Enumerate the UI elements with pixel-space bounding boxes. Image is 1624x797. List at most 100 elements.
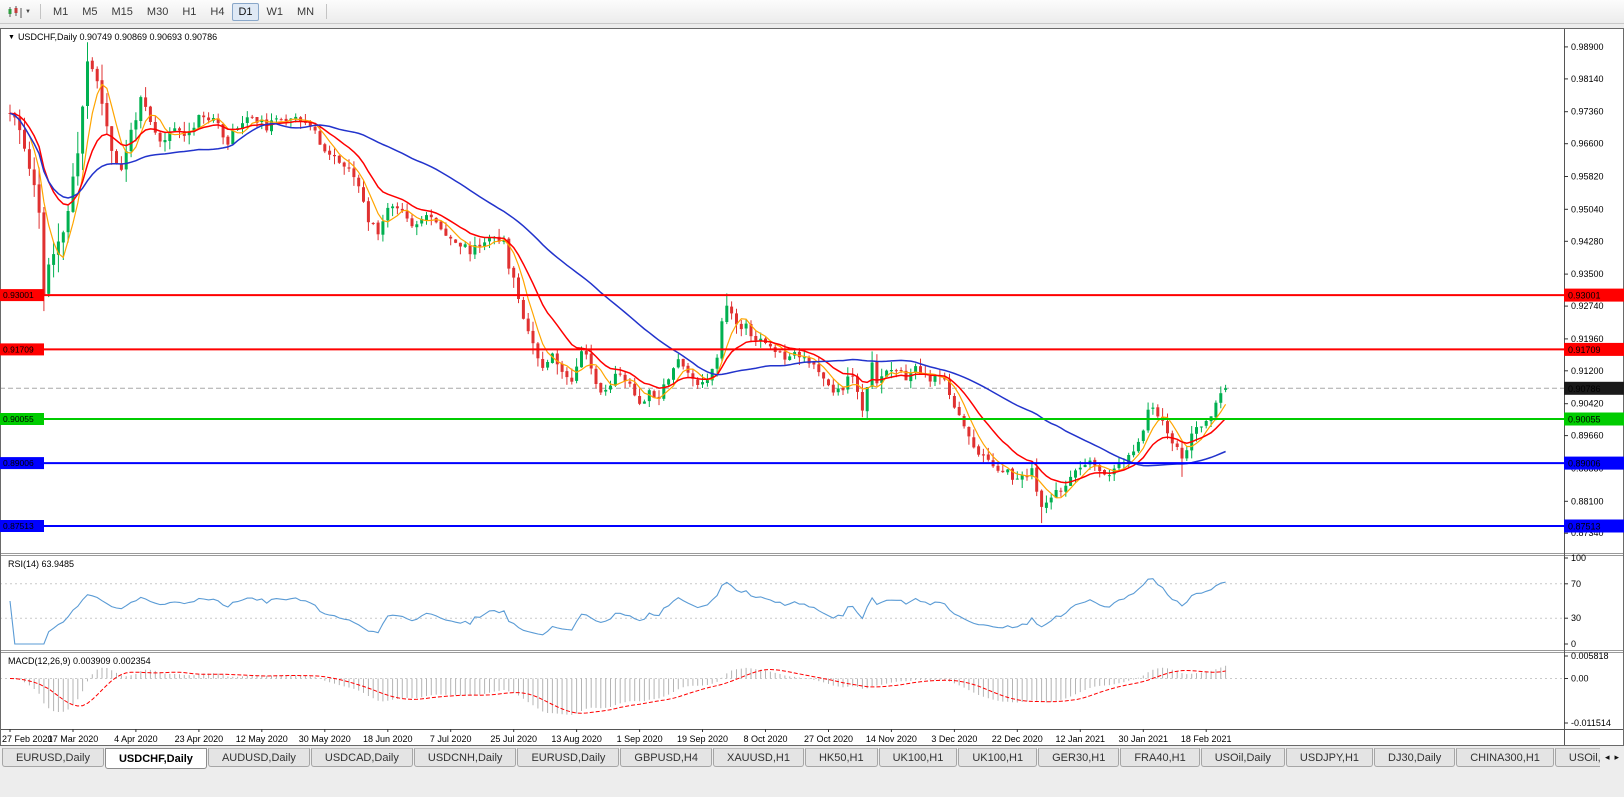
level-price-tag — [1564, 342, 1624, 356]
macd-axis-label: 0.005818 — [1571, 651, 1609, 661]
level-price-tag-label: 0.93001 — [1568, 291, 1601, 301]
level-left-tag-label: 0.91709 — [3, 344, 34, 354]
price-axis-label: 0.95040 — [1571, 204, 1604, 214]
timeframe-button-m15[interactable]: M15 — [111, 5, 133, 18]
timeframe-button-d1[interactable]: D1 — [232, 2, 259, 21]
chevron-down-icon: ▼ — [25, 8, 31, 15]
chart-tab-eurusd-daily[interactable]: EURUSD,Daily — [517, 748, 620, 767]
price-axis-label: 0.89660 — [1571, 431, 1604, 441]
chart-tab-fra40-h1[interactable]: FRA40,H1 — [1120, 748, 1200, 767]
chart-tab-usdcnh-daily[interactable]: USDCNH,Daily — [413, 748, 517, 767]
date-axis-label: 8 Oct 2020 — [743, 734, 787, 744]
timeframe-button-w1[interactable]: W1 — [266, 5, 284, 18]
timeframe-button-h4[interactable]: H4 — [210, 5, 225, 18]
bid-price-tag-label: 0.90786 — [1568, 384, 1601, 394]
chart-tab-china300-h1[interactable]: CHINA300,H1 — [1456, 748, 1554, 767]
level-left-tag-label: 0.93001 — [3, 290, 34, 300]
date-axis-label: 27 Feb 2020 — [2, 734, 53, 744]
price-axis-label: 0.92740 — [1571, 301, 1604, 311]
level-left-tag — [0, 413, 44, 425]
price-axis-label: 0.93500 — [1571, 269, 1604, 279]
price-axis-label: 0.91960 — [1571, 334, 1604, 344]
tab-scroll-arrows: ◂ ▸ — [1600, 748, 1624, 763]
price-axis-label: 0.90420 — [1571, 399, 1604, 409]
date-axis-label: 3 Dec 2020 — [931, 734, 977, 744]
rsi-axis-label: 0 — [1571, 639, 1576, 649]
date-axis-label: 13 Aug 2020 — [551, 734, 602, 744]
chart-tabs: EURUSD,Daily USDCHF,Daily AUDUSD,Daily USDC… — [2, 748, 1600, 769]
date-axis-label: 22 Dec 2020 — [992, 734, 1043, 744]
chart-tab-usdchf-daily[interactable]: USDCHF,Daily — [104, 748, 207, 769]
level-price-tag-label: 0.89006 — [1568, 459, 1601, 469]
level-price-tag-label: 0.91709 — [1568, 345, 1601, 355]
rsi-axis-label: 30 — [1571, 613, 1581, 623]
rsi-axis-label: 100 — [1571, 553, 1586, 563]
chart-tab-usdjpy-h1[interactable]: USDJPY,H1 — [1285, 748, 1374, 767]
date-axis-label: 12 May 2020 — [236, 734, 288, 744]
price-axis-label: 0.95820 — [1571, 172, 1604, 182]
chart-tab-usoil[interactable]: USOil, — [1554, 748, 1600, 767]
price-axis-label: 0.98900 — [1571, 42, 1604, 52]
chart-tab-hk50-h1[interactable]: HK50,H1 — [804, 748, 878, 767]
date-axis-label: 14 Nov 2020 — [866, 734, 917, 744]
tab-scroll-left-icon[interactable]: ◂ — [1604, 752, 1610, 762]
macd-histogram — [14, 665, 1227, 715]
date-axis-label: 1 Sep 2020 — [617, 734, 663, 744]
chart-background — [0, 28, 1624, 746]
level-price-tag — [1564, 519, 1624, 533]
chart-type-dropdown[interactable]: ▼ — [3, 3, 35, 21]
date-axis-label: 18 Feb 2021 — [1181, 734, 1232, 744]
timeframe-toolbar: ▼ M1 M5 M15 M30 H1 H4 D1 W1 MN — [0, 0, 1624, 24]
price-axis-label: 0.91200 — [1571, 366, 1604, 376]
macd-signal-line — [9, 668, 1226, 714]
date-axis-label: 27 Oct 2020 — [804, 734, 853, 744]
chart-tab-uk100-h1[interactable]: UK100,H1 — [958, 748, 1038, 767]
level-price-tag-label: 0.90055 — [1568, 415, 1601, 425]
chart-tab-bar: EURUSD,Daily USDCHF,Daily AUDUSD,Daily USDC… — [0, 748, 1624, 771]
chart-tab-eurusd-daily[interactable]: EURUSD,Daily — [2, 748, 104, 767]
price-axis-label: 0.98140 — [1571, 74, 1604, 84]
chart-tab-gbpusd-h4[interactable]: GBPUSD,H4 — [620, 748, 712, 767]
timeframe-button-m30[interactable]: M30 — [146, 5, 169, 18]
date-axis-label: 25 Jul 2020 — [490, 734, 537, 744]
timeframe-button-mn[interactable]: MN — [297, 5, 315, 18]
level-left-tag-label: 0.87513 — [3, 521, 34, 531]
date-axis-label: 19 Sep 2020 — [677, 734, 728, 744]
timeframe-button-m1[interactable]: M1 — [52, 5, 69, 18]
level-price-tag — [1564, 456, 1624, 470]
moving-average-line-0 — [9, 83, 1227, 499]
date-axis-label: 4 Apr 2020 — [114, 734, 158, 744]
macd-axis-label: 0.00 — [1571, 674, 1589, 684]
level-left-tag-label: 0.89006 — [3, 458, 34, 468]
level-price-tag-label: 0.87513 — [1568, 522, 1601, 532]
tab-scroll-right-icon[interactable]: ▸ — [1614, 752, 1619, 762]
chart-tab-audusd-daily[interactable]: AUDUSD,Daily — [207, 748, 310, 767]
toolbar-separator — [39, 4, 41, 19]
chart-icon — [8, 5, 22, 18]
date-axis-label: 17 Mar 2020 — [48, 734, 99, 744]
chart-tab-ger30-h1[interactable]: GER30,H1 — [1038, 748, 1120, 767]
chart-tab-uk100-h1[interactable]: UK100,H1 — [878, 748, 958, 767]
level-left-tag — [0, 520, 44, 532]
timeframe-buttons: M1 M5 M15 M30 H1 H4 D1 W1 MN — [46, 2, 321, 21]
date-axis-label: 30 Jan 2021 — [1119, 734, 1169, 744]
level-price-tag — [1564, 288, 1624, 302]
timeframe-button-h1[interactable]: H1 — [182, 5, 197, 18]
bid-price-tag — [1564, 381, 1624, 395]
chart-tab-dj30-daily[interactable]: DJ30,Daily — [1374, 748, 1456, 767]
moving-average-line-2 — [9, 112, 1226, 467]
level-left-tag — [0, 457, 44, 470]
level-price-tag — [1564, 412, 1624, 426]
date-axis-label: 7 Jul 2020 — [430, 734, 472, 744]
timeframe-button-m5[interactable]: M5 — [82, 5, 98, 18]
level-left-tag — [0, 289, 44, 302]
chart-tab-xauusd-h1[interactable]: XAUUSD,H1 — [712, 748, 804, 767]
price-axis-label: 0.97360 — [1571, 107, 1604, 117]
rsi-line — [9, 578, 1226, 645]
price-axis-label: 0.87340 — [1571, 528, 1604, 538]
chart-tab-usoil-daily[interactable]: USOil,Daily — [1200, 748, 1285, 767]
chart-tab-usdcad-daily[interactable]: USDCAD,Daily — [310, 748, 413, 767]
date-axis-label: 12 Jan 2021 — [1056, 734, 1106, 744]
date-axis-label: 30 May 2020 — [299, 734, 351, 744]
